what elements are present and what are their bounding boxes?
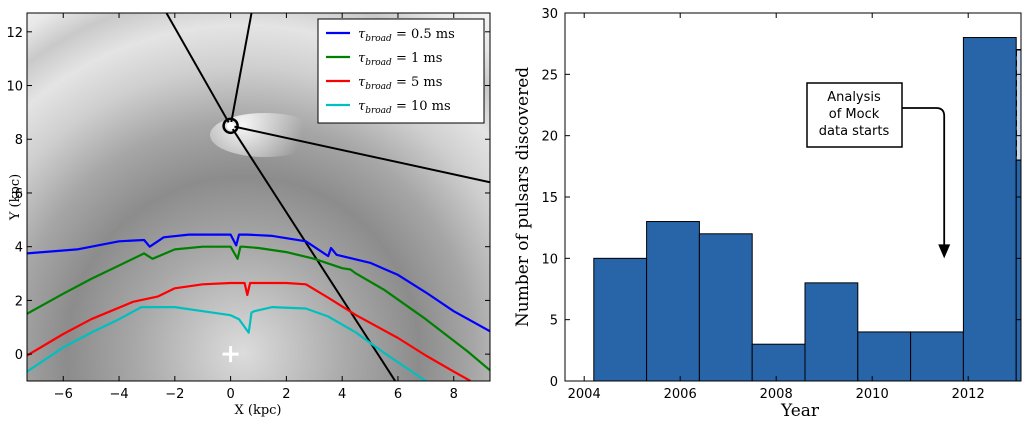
annotation-line-1: Analysis xyxy=(827,90,881,105)
bar-4 xyxy=(751,343,806,381)
projected-bar xyxy=(1015,49,1021,161)
right-x-axis-label: Year xyxy=(780,401,820,421)
left-x-tick-label: 4 xyxy=(338,387,346,402)
left-y-tick-label: 10 xyxy=(6,80,23,95)
bar-7 xyxy=(910,331,964,381)
galactic-centre-marker xyxy=(222,346,239,363)
right-x-tick-label: 2010 xyxy=(856,387,889,402)
curve-10ms xyxy=(27,306,427,381)
left-y-tick-label: 6 xyxy=(15,187,23,202)
annotation-line-3: data starts xyxy=(819,124,890,139)
scatter-curves xyxy=(27,233,490,381)
left-x-tick-label: −4 xyxy=(109,387,128,402)
bars xyxy=(593,37,1021,381)
left-plot-frame xyxy=(26,12,491,382)
right-y-tick-label: 20 xyxy=(541,130,558,145)
left-x-tick-label: 0 xyxy=(226,387,234,402)
bar-5 xyxy=(804,282,859,381)
legend-label: τbroad = 0.5 ms xyxy=(358,27,455,44)
left-x-tick-label: 6 xyxy=(394,387,402,402)
bar-9 xyxy=(1015,159,1021,381)
bar-8 xyxy=(962,37,1017,381)
left-x-ticks: −6 −4 −2 0 2 4 6 8 xyxy=(54,13,458,402)
right-x-tick-label: 2012 xyxy=(952,387,985,402)
left-y-ticks: 0 2 4 6 8 10 12 xyxy=(6,26,490,363)
curve-1ms xyxy=(27,245,490,372)
discoveries-histogram-panel: 2004 2006 2008 2010 2012 0 5 10 15 20 25 30 Year N… xyxy=(513,7,1022,421)
legend-label: τbroad = 1 ms xyxy=(358,51,442,68)
right-y-ticks: 0 5 10 15 20 25 30 xyxy=(541,7,1021,390)
right-x-tick-label: 2004 xyxy=(568,387,601,402)
left-y-axis-label: Y (kpc) xyxy=(8,174,23,221)
curve-0p5ms xyxy=(27,233,490,333)
left-y-tick-label: 2 xyxy=(15,294,23,309)
left-x-tick-label: 8 xyxy=(450,387,458,402)
right-y-tick-label: 10 xyxy=(541,252,558,267)
annotation-arrow xyxy=(902,107,946,247)
right-y-axis-label: Number of pulsars discovered xyxy=(513,67,533,327)
left-x-tick-label: −2 xyxy=(165,387,184,402)
sightline-2 xyxy=(229,13,253,126)
bar-1 xyxy=(593,257,648,381)
sightlines xyxy=(165,13,490,381)
right-x-tick-label: 2006 xyxy=(664,387,697,402)
left-x-axis-label: X (kpc) xyxy=(234,403,281,418)
right-y-tick-label: 15 xyxy=(541,191,558,206)
sightline-1 xyxy=(165,13,232,127)
right-y-tick-label: 5 xyxy=(550,314,558,329)
curve-5ms xyxy=(27,281,472,381)
sightline-3 xyxy=(230,124,490,184)
scattering-map-panel: −6 −4 −2 0 2 4 6 8 0 2 4 6 8 10 12 X (kpc) Y (kpc) τb… xyxy=(6,12,491,418)
right-y-tick-label: 0 xyxy=(550,375,558,390)
right-y-tick-label: 30 xyxy=(541,7,558,22)
left-x-tick-label: 2 xyxy=(282,387,290,402)
legend-label: τbroad = 5 ms xyxy=(358,75,442,92)
annotation-line-2: of Mock xyxy=(829,107,880,122)
right-x-ticks: 2004 2006 2008 2010 2012 xyxy=(568,13,985,402)
left-x-tick-label: −6 xyxy=(54,387,73,402)
bar-3 xyxy=(698,233,753,381)
bar-2 xyxy=(646,221,700,381)
left-y-tick-label: 0 xyxy=(15,348,23,363)
legend: τbroad = 0.5 ms τbroad = 1 ms τbroad = 5 m… xyxy=(317,18,485,124)
mock-analysis-annotation: Analysis of Mock data starts xyxy=(806,82,951,259)
bar-6 xyxy=(857,331,912,381)
right-y-tick-label: 25 xyxy=(541,68,558,83)
left-y-tick-label: 8 xyxy=(15,133,23,148)
sightline-4 xyxy=(229,125,397,381)
left-y-tick-label: 4 xyxy=(15,241,23,256)
sun-marker xyxy=(222,117,239,135)
annotation-box xyxy=(806,82,903,148)
annotation-arrowhead xyxy=(938,244,951,259)
legend-label: τbroad = 10 ms xyxy=(358,99,451,116)
right-x-tick-label: 2008 xyxy=(760,387,793,402)
left-y-tick-label: 12 xyxy=(6,26,23,41)
